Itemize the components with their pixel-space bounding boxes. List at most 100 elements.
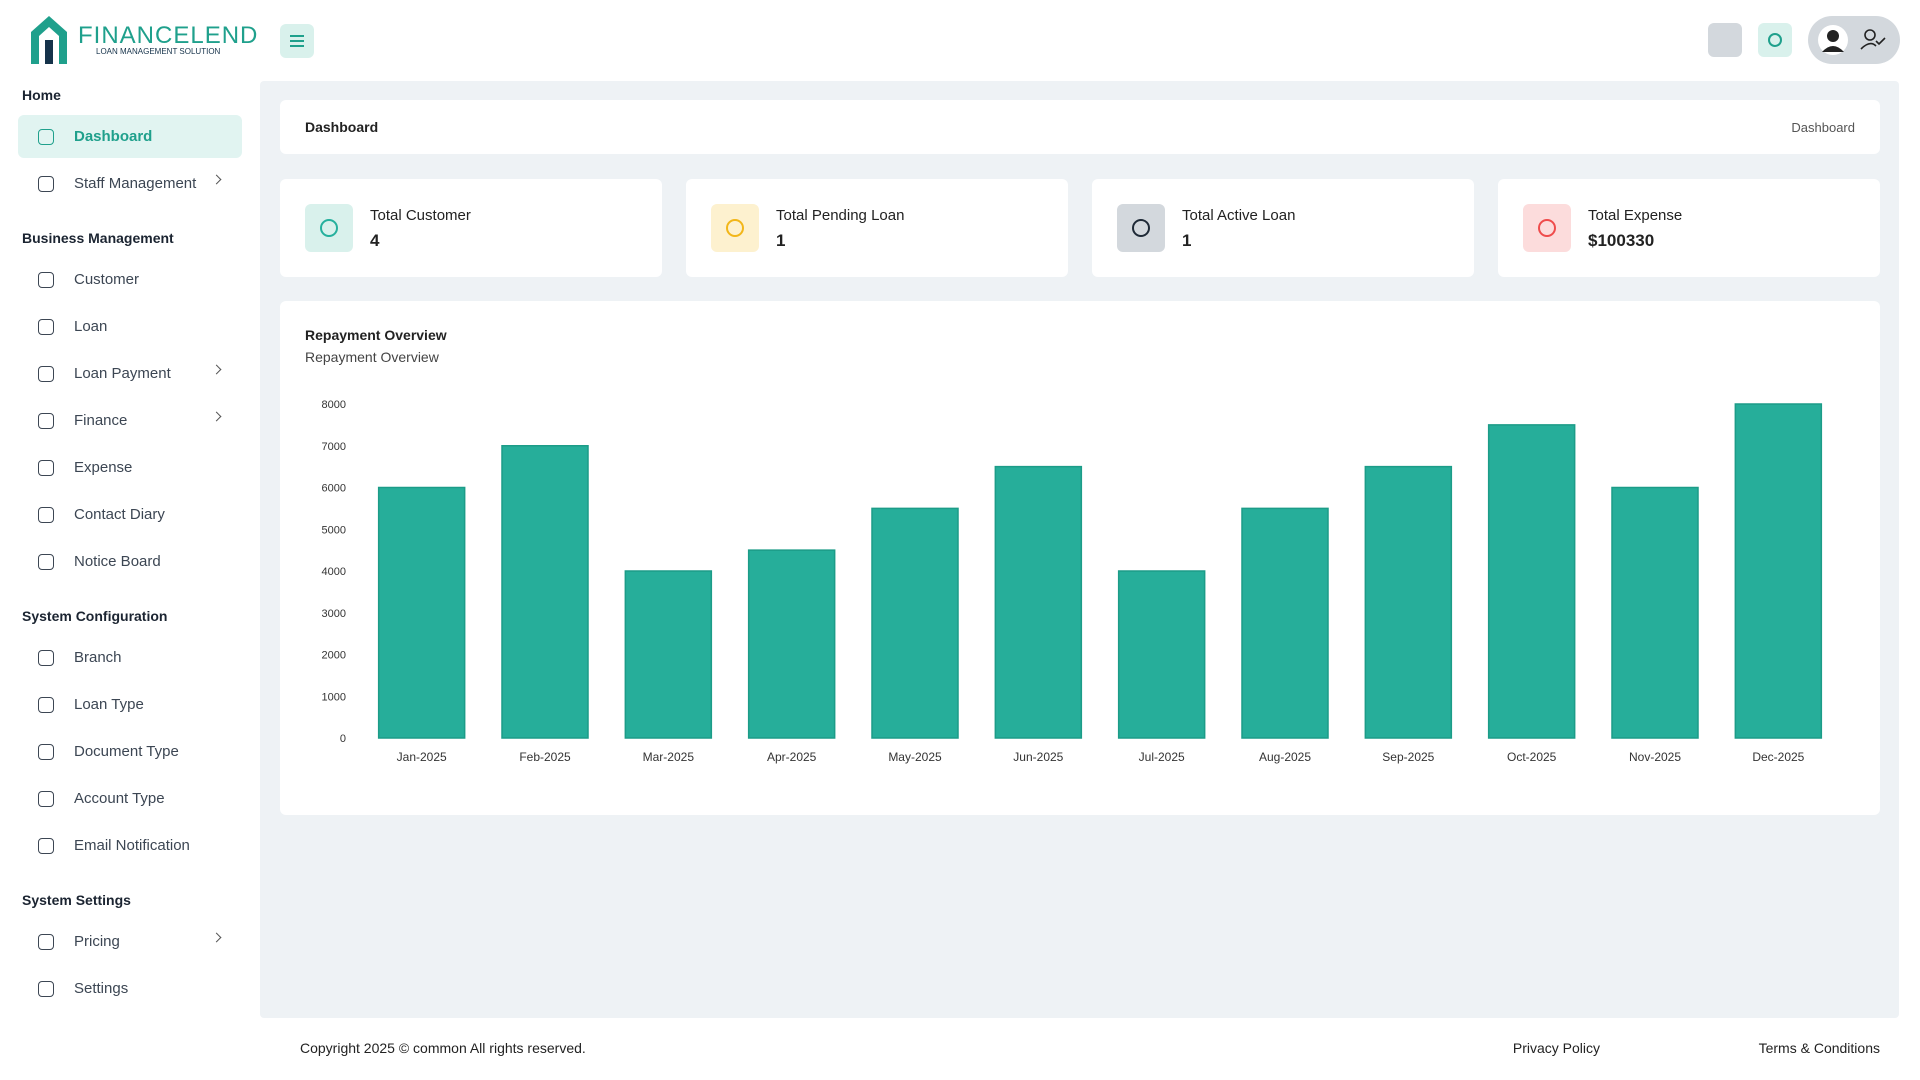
settings-button[interactable]: [1758, 23, 1792, 57]
chevron: [211, 364, 222, 375]
nav-icon: [38, 271, 54, 288]
page-title: Dashboard: [305, 119, 379, 135]
bar: [747, 549, 836, 739]
nav-icon: [38, 365, 54, 382]
nav-item[interactable]: Pricing: [18, 920, 242, 963]
nav-label: Pricing: [74, 933, 120, 950]
section-heading: Home: [22, 87, 61, 103]
y-tick-label: 7000: [322, 441, 346, 453]
section-heading: System Configuration: [22, 608, 168, 624]
stat-icon: [1523, 204, 1571, 252]
menu-toggle[interactable]: [280, 24, 314, 58]
copyright: Copyright 2025 © common All rights reser…: [300, 1040, 586, 1056]
nav-label: Loan Type: [74, 696, 144, 713]
nav-item[interactable]: Finance: [18, 399, 242, 442]
nav-item[interactable]: Email Notification: [18, 824, 242, 867]
y-tick-label: 3000: [322, 608, 346, 620]
stat-label: Total Expense: [1588, 207, 1683, 224]
nav-label: Document Type: [74, 743, 179, 760]
brand-tagline: LOAN MANAGEMENT SOLUTION: [96, 47, 221, 56]
bar: [1734, 403, 1823, 739]
nav-icon: [38, 318, 54, 335]
nav-item[interactable]: Document Type: [18, 730, 242, 773]
language-button[interactable]: [1708, 23, 1742, 57]
brand-name: FINANCELEND: [78, 22, 259, 49]
nav-icon: [38, 743, 54, 760]
stat-value: 4: [370, 231, 380, 250]
nav-label: Contact Diary: [74, 506, 165, 523]
nav-icon: [38, 790, 54, 807]
nav-icon: [38, 459, 54, 476]
bar: [624, 570, 713, 739]
nav-label: Customer: [74, 271, 140, 288]
chevron: [211, 932, 222, 943]
x-tick-label: May-2025: [888, 750, 942, 764]
x-tick-label: Apr-2025: [767, 750, 817, 764]
nav-icon: [38, 980, 54, 997]
stat-card: Total Customer 4: [280, 179, 662, 277]
x-tick-label: Mar-2025: [643, 750, 695, 764]
chart-card: Repayment Overview Repayment Overview 0 1…: [280, 301, 1880, 815]
bar: [377, 486, 466, 739]
stat-label: Total Customer: [370, 207, 471, 224]
nav-item[interactable]: Loan: [18, 305, 242, 348]
nav-icon: [38, 506, 54, 523]
sidebar: Home Dashboard Staff Management Business Ma…: [18, 80, 242, 1014]
nav-label: Settings: [74, 980, 129, 997]
bar: [1364, 465, 1453, 739]
icon-glyph: [1132, 219, 1150, 237]
nav-label: Dashboard: [74, 128, 153, 145]
x-tick-label: Oct-2025: [1507, 750, 1557, 764]
nav-icon: [38, 837, 54, 854]
y-tick-label: 1000: [322, 691, 346, 703]
y-tick-label: 2000: [322, 650, 346, 662]
chart-title: Repayment Overview: [305, 327, 447, 343]
nav-item[interactable]: Loan Payment: [18, 352, 242, 395]
x-tick-label: Sep-2025: [1382, 750, 1434, 764]
nav-icon: [38, 128, 54, 145]
nav-label: Notice Board: [74, 553, 161, 570]
nav-item[interactable]: Branch: [18, 636, 242, 679]
nav-item[interactable]: Settings: [18, 967, 242, 1010]
y-tick-label: 0: [340, 733, 346, 745]
nav-item[interactable]: Customer: [18, 258, 242, 301]
nav-label: Staff Management: [74, 175, 197, 192]
nav-item[interactable]: Notice Board: [18, 540, 242, 583]
x-tick-label: Aug-2025: [1259, 750, 1311, 764]
nav-icon: [38, 553, 54, 570]
stat-value: 1: [776, 231, 786, 250]
user-menu[interactable]: [1808, 16, 1900, 64]
nav-label: Loan Payment: [74, 365, 171, 382]
breadcrumb[interactable]: Dashboard: [1791, 120, 1855, 135]
nav-label: Branch: [74, 649, 122, 666]
nav-icon: [38, 412, 54, 429]
bar-chart: 0 1000 2000 3000 4000 5000 6000 7000 8000 Jan-202…: [322, 399, 1823, 764]
icon-glyph: [1538, 219, 1556, 237]
bar: [1241, 507, 1329, 739]
icon-glyph: [320, 219, 338, 237]
section-heading: System Settings: [22, 892, 131, 908]
bar: [1611, 486, 1699, 739]
breadcrumb-card: Dashboard Dashboard: [280, 100, 1880, 154]
bar: [1117, 570, 1206, 739]
bar: [994, 465, 1083, 739]
nav-item[interactable]: Staff Management: [18, 162, 242, 205]
nav-icon: [38, 696, 54, 713]
nav-label: Email Notification: [74, 837, 190, 854]
section-heading: Business Management: [22, 230, 174, 246]
chevron: [211, 411, 222, 422]
nav-item[interactable]: Expense: [18, 446, 242, 489]
nav-item[interactable]: Contact Diary: [18, 493, 242, 536]
nav-item[interactable]: Loan Type: [18, 683, 242, 726]
stat-card: Total Expense $100330: [1498, 179, 1880, 277]
nav-item[interactable]: Account Type: [18, 777, 242, 820]
footer-link[interactable]: Terms & Conditions: [1758, 1040, 1880, 1056]
footer-link[interactable]: Privacy Policy: [1512, 1040, 1600, 1056]
chevron: [211, 174, 222, 185]
stat-card: Total Pending Loan 1: [686, 179, 1068, 277]
nav-item[interactable]: Dashboard: [18, 115, 242, 158]
nav-icon: [38, 933, 54, 950]
chart-subtitle: Repayment Overview: [305, 349, 439, 365]
stat-label: Total Pending Loan: [776, 207, 905, 224]
